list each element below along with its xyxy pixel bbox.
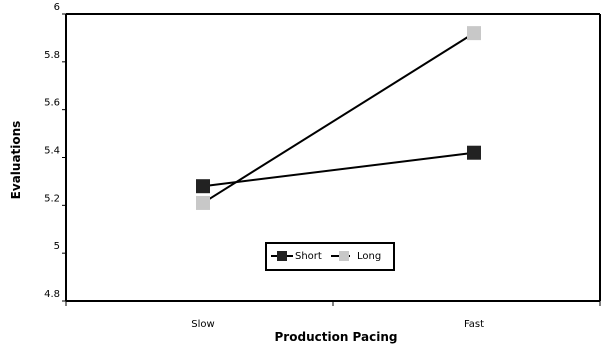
legend: Short Long: [265, 242, 395, 271]
legend-marker-long: [339, 251, 349, 261]
x-tick-label: Fast: [464, 319, 484, 330]
legend-marker-short: [277, 251, 287, 261]
y-tick-label: 6: [54, 2, 60, 13]
y-tick-label: 5.4: [44, 146, 60, 157]
data-point-short: [467, 145, 481, 160]
series-line-short: [202, 151, 475, 188]
series-lines: [202, 32, 475, 204]
axes: [62, 13, 601, 306]
x-tick-labels: Slow Fast: [191, 319, 484, 330]
y-tick-label: 5: [54, 241, 60, 252]
data-point-short: [196, 179, 210, 194]
x-axis-title: Production Pacing: [275, 330, 398, 344]
data-point-long: [196, 195, 210, 210]
data-point-long: [467, 26, 481, 41]
x-tick-label: Slow: [191, 319, 214, 330]
y-tick-label: 4.8: [44, 289, 60, 300]
legend-label-short: Short: [295, 251, 322, 262]
legend-label-long: Long: [357, 251, 381, 262]
y-tick-label: 5.6: [44, 98, 60, 109]
series-markers: [196, 26, 481, 210]
series-line-long: [202, 32, 475, 204]
y-tick-labels: 4.8 5 5.2 5.4 5.6 5.8 6: [44, 2, 60, 300]
y-tick-label: 5.8: [44, 50, 60, 61]
y-axis-title: Evaluations: [9, 121, 23, 200]
y-tick-label: 5.2: [44, 193, 60, 204]
